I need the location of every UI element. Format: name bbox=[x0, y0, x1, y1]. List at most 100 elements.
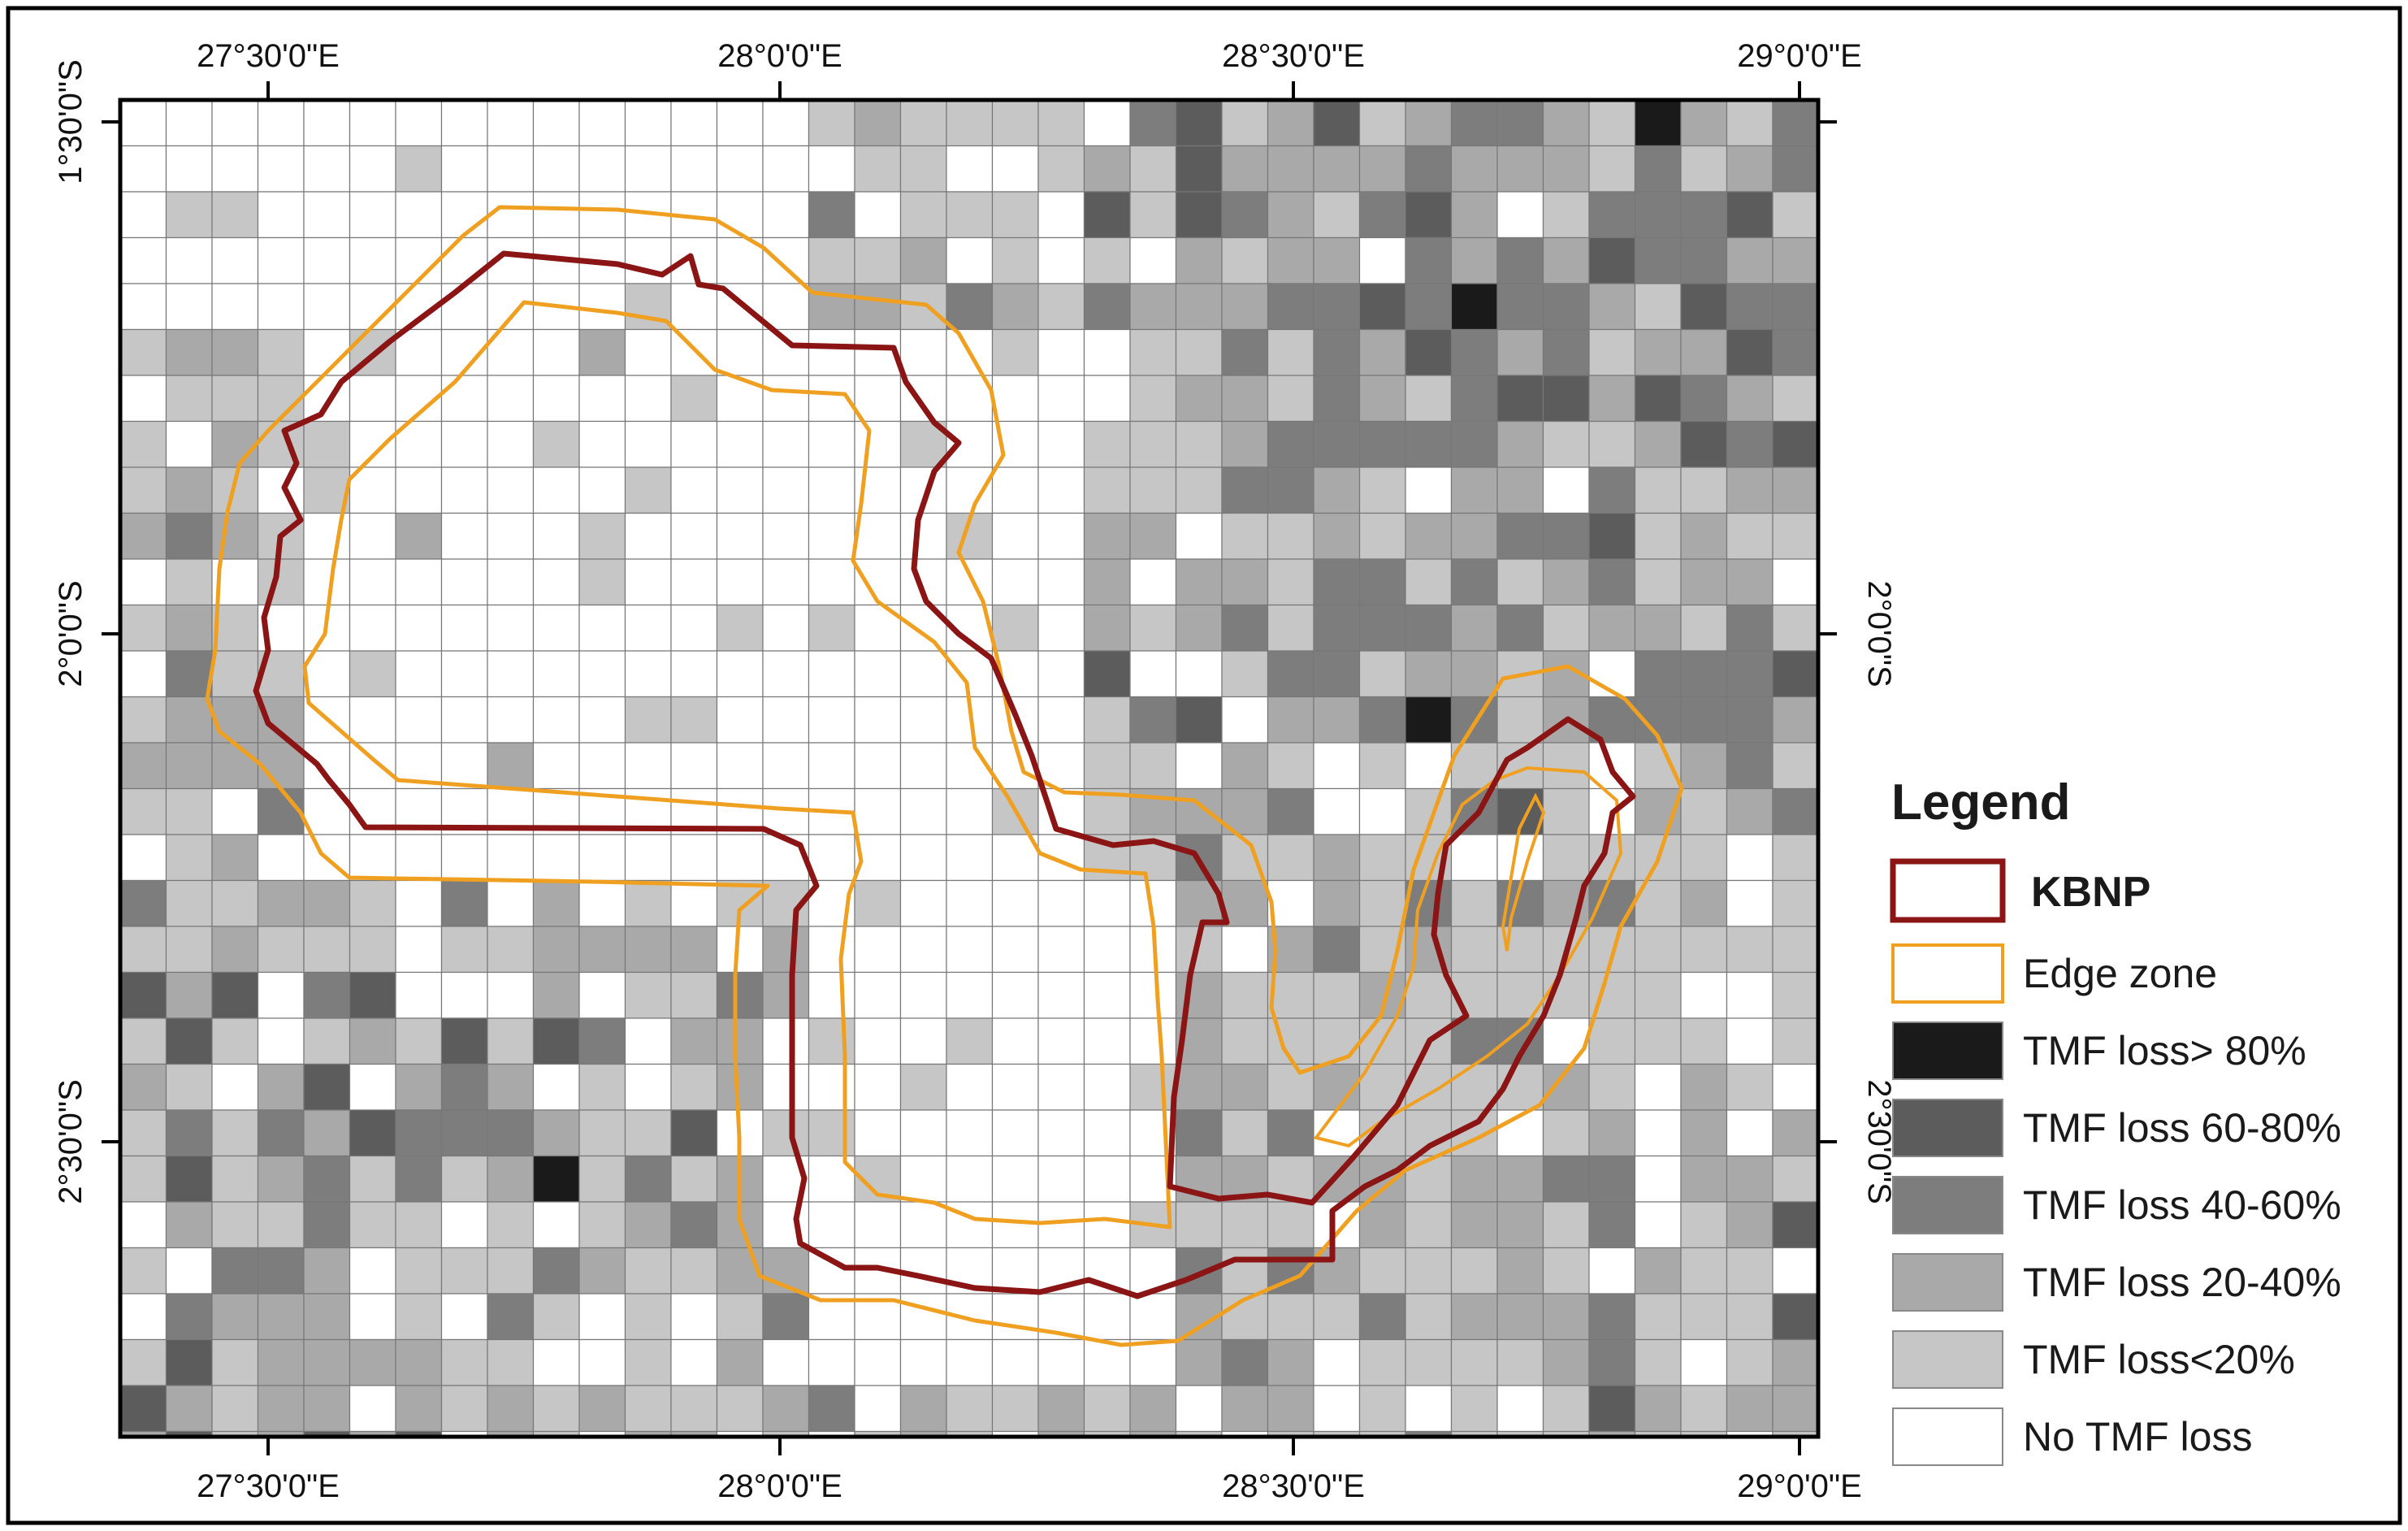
grid-cell bbox=[578, 512, 626, 560]
grid-cell bbox=[211, 375, 259, 423]
grid-cell bbox=[1267, 283, 1314, 331]
grid-cell bbox=[257, 1201, 305, 1249]
grid-cell bbox=[578, 375, 626, 423]
grid-cell bbox=[578, 926, 626, 974]
left-tick-label: 2°0'0"S bbox=[53, 580, 89, 687]
grid-cell bbox=[119, 99, 167, 147]
grid-cell bbox=[1083, 283, 1131, 331]
grid-cell bbox=[1680, 650, 1728, 698]
grid-cell bbox=[991, 879, 1039, 927]
grid-cell bbox=[578, 283, 626, 331]
right-tick-label: 2°0'0"S bbox=[1861, 580, 1897, 687]
grid-cell bbox=[487, 1063, 535, 1111]
grid-cell bbox=[854, 236, 902, 284]
grid-cell bbox=[395, 1109, 443, 1157]
grid-cell bbox=[532, 1201, 580, 1249]
grid-cell bbox=[165, 191, 213, 239]
grid-cell bbox=[1267, 1201, 1314, 1249]
grid-cell bbox=[1358, 466, 1406, 514]
grid-cell bbox=[1680, 1293, 1728, 1341]
grid-cell bbox=[303, 191, 351, 239]
grid-cell bbox=[1037, 1017, 1085, 1065]
grid-cell bbox=[1772, 1293, 1819, 1341]
grid-cell bbox=[1267, 99, 1314, 147]
grid-cell bbox=[1267, 236, 1314, 284]
grid-cell bbox=[670, 1109, 718, 1157]
grid-cell bbox=[532, 375, 580, 423]
grid-cell bbox=[257, 328, 305, 376]
grid-cell bbox=[899, 1201, 947, 1249]
legend-swatch-kbnp bbox=[1890, 858, 2006, 923]
grid-cell bbox=[1037, 420, 1085, 468]
grid-cell bbox=[1313, 604, 1361, 652]
grid-cell bbox=[808, 650, 855, 698]
grid-cell bbox=[578, 742, 626, 790]
grid-cell bbox=[1542, 558, 1590, 606]
grid-cell bbox=[1634, 375, 1682, 423]
grid-cell bbox=[624, 1155, 672, 1203]
grid-cell bbox=[1037, 328, 1085, 376]
grid-cell bbox=[1680, 145, 1728, 193]
grid-cell bbox=[487, 1385, 535, 1433]
legend-swatch-loss-20-40 bbox=[1892, 1253, 2003, 1312]
grid-cell bbox=[165, 696, 213, 744]
grid-cell bbox=[532, 466, 580, 514]
grid-cell bbox=[1405, 99, 1453, 147]
grid-cell bbox=[395, 1338, 443, 1386]
grid-cell bbox=[1588, 145, 1636, 193]
grid-cell bbox=[349, 971, 396, 1019]
grid-cell bbox=[1221, 1063, 1269, 1111]
grid-cell bbox=[211, 328, 259, 376]
grid-cell bbox=[532, 926, 580, 974]
grid-cell bbox=[165, 1293, 213, 1341]
grid-cell bbox=[1680, 512, 1728, 560]
grid-cell bbox=[946, 787, 994, 835]
grid-cell bbox=[899, 1017, 947, 1065]
grid-cell bbox=[854, 787, 902, 835]
grid-cell bbox=[762, 650, 810, 698]
grid-cell bbox=[395, 558, 443, 606]
grid-cell bbox=[1634, 604, 1682, 652]
grid-cell bbox=[1542, 283, 1590, 331]
grid-cell bbox=[1037, 604, 1085, 652]
grid-cell bbox=[1726, 558, 1774, 606]
grid-cell bbox=[991, 971, 1039, 1019]
grid-cell bbox=[487, 191, 535, 239]
grid-cell bbox=[1680, 1109, 1728, 1157]
grid-cell bbox=[1450, 99, 1498, 147]
grid-cell bbox=[1496, 145, 1544, 193]
left-tick-label: 2°30'0"S bbox=[53, 1079, 89, 1204]
grid-cell bbox=[1129, 604, 1177, 652]
grid-cell bbox=[1634, 650, 1682, 698]
grid-cell bbox=[1496, 1293, 1544, 1341]
grid-cell bbox=[1129, 236, 1177, 284]
grid-cell bbox=[1772, 236, 1819, 284]
grid-cell bbox=[1358, 834, 1406, 882]
grid-cell bbox=[808, 1385, 855, 1433]
grid-cell bbox=[211, 1201, 259, 1249]
grid-cell bbox=[1267, 512, 1314, 560]
grid-cell bbox=[349, 696, 396, 744]
grid-cell bbox=[1542, 604, 1590, 652]
grid-cell bbox=[1634, 742, 1682, 790]
grid-cell bbox=[1358, 604, 1406, 652]
grid-cell bbox=[899, 696, 947, 744]
grid-cell bbox=[1726, 466, 1774, 514]
grid-cell bbox=[1726, 283, 1774, 331]
grid-cell bbox=[303, 1063, 351, 1111]
grid-cell bbox=[1496, 1338, 1544, 1386]
grid-cell bbox=[854, 145, 902, 193]
grid-cell bbox=[1129, 650, 1177, 698]
grid-cell bbox=[1129, 466, 1177, 514]
grid-cell bbox=[1634, 1385, 1682, 1433]
grid-cell bbox=[487, 420, 535, 468]
grid-cell bbox=[578, 834, 626, 882]
bottom-tick-label: 27°30'0"E bbox=[197, 1468, 340, 1504]
grid-cell bbox=[1772, 1109, 1819, 1157]
grid-cell bbox=[119, 1201, 167, 1249]
grid-cell bbox=[165, 879, 213, 927]
grid-cell bbox=[1542, 328, 1590, 376]
grid-cell bbox=[349, 1293, 396, 1341]
grid-cell bbox=[899, 558, 947, 606]
grid-cell bbox=[1772, 879, 1819, 927]
